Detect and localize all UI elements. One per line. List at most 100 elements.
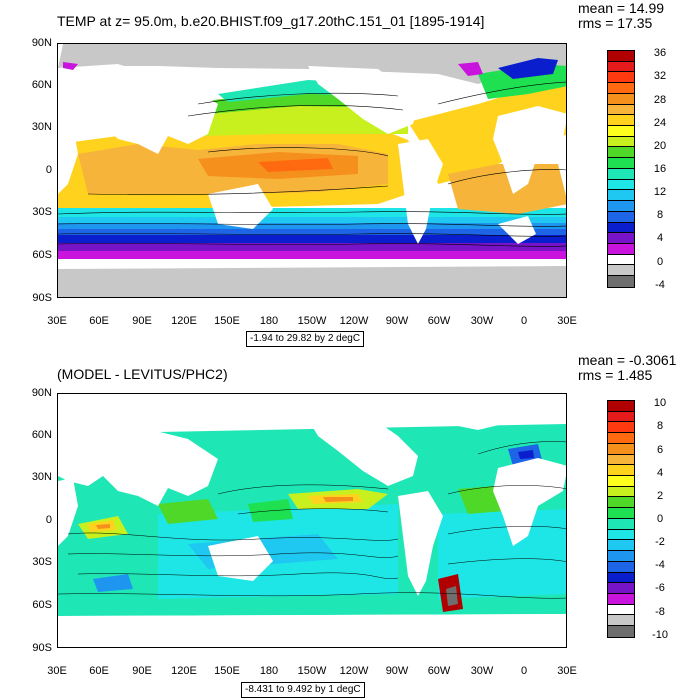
colorbar-swatch — [608, 401, 634, 412]
lon-label: 150E — [214, 665, 240, 677]
lon-label: 60E — [89, 665, 109, 677]
lon-label: 150W — [297, 665, 327, 677]
colorbar-label: 32 — [653, 70, 667, 82]
colorbar-swatch — [608, 433, 634, 444]
colorbar-swatch — [608, 583, 634, 594]
colorbar-swatch — [608, 540, 634, 552]
colorbar-swatch — [608, 61, 634, 73]
lon-label: 30W — [470, 665, 494, 677]
colorbar-swatch — [608, 233, 634, 244]
colorbar-swatch — [608, 572, 634, 584]
colorbar-swatch — [608, 476, 634, 487]
lat-label: 60S — [32, 249, 52, 261]
lat-label: 0 — [45, 514, 52, 526]
lat-label: 60S — [32, 599, 52, 611]
colorbar-label: 4 — [656, 467, 664, 479]
colorbar-label: 0 — [656, 256, 664, 268]
rms-label: rms = 1.485 — [578, 367, 653, 383]
colorbar-label: 12 — [653, 186, 667, 198]
colorbar-label: 2 — [656, 490, 664, 502]
colorbar-label: -4 — [655, 279, 665, 291]
colorbar-swatch — [608, 465, 634, 477]
colorbar-swatch — [608, 158, 634, 169]
range-label: -8.431 to 9.492 by 1 degC — [241, 682, 365, 698]
colorbar-swatch — [608, 201, 634, 212]
colorbar-swatch — [608, 265, 634, 277]
colorbar-swatch — [608, 190, 634, 202]
lon-label: 0 — [520, 315, 528, 327]
colorbar-swatch — [608, 243, 634, 255]
lat-label: 90N — [31, 37, 52, 49]
colorbar-label: 10 — [653, 397, 667, 409]
colorbar-swatch — [608, 72, 634, 84]
colorbar-label: -8 — [655, 606, 665, 618]
colorbar-swatch — [608, 104, 634, 116]
colorbar-swatch — [608, 593, 634, 605]
lat-label: 90N — [31, 387, 52, 399]
lat-label: 90S — [32, 642, 52, 654]
colorbar-label: -6 — [655, 582, 665, 594]
colorbar-swatch — [608, 83, 634, 94]
lat-label: 30N — [31, 121, 52, 133]
colorbar-swatch — [608, 486, 634, 498]
colorbar-swatch — [608, 604, 634, 616]
lon-label: 30E — [557, 665, 577, 677]
colorbar-swatch — [608, 254, 634, 266]
colorbar-swatch — [608, 147, 634, 159]
lon-label: 120W — [339, 315, 369, 327]
mean-label: mean = -0.3061 — [578, 352, 677, 368]
colorbar-swatch — [608, 454, 634, 466]
panel-model-minus-levitus: (MODEL - LEVITUS/PHC2) mean = -0.3061 rm… — [0, 350, 700, 700]
colorbar-swatch — [608, 211, 634, 223]
colorbar-label: -2 — [655, 536, 665, 548]
colorbar — [607, 50, 635, 288]
difference-map — [57, 393, 567, 648]
temperature-map — [57, 43, 567, 298]
colorbar-swatch — [608, 168, 634, 180]
colorbar-swatch — [608, 276, 634, 287]
panel-title: (MODEL - LEVITUS/PHC2) — [57, 366, 228, 382]
colorbar-label: 24 — [653, 117, 667, 129]
colorbar-swatch — [608, 136, 634, 148]
lon-label: 60W — [427, 665, 451, 677]
colorbar-swatch — [608, 443, 634, 455]
lon-label: 30E — [47, 315, 67, 327]
colorbar-label: 4 — [656, 232, 664, 244]
lon-label: 180 — [259, 665, 279, 677]
colorbar-label: 36 — [653, 47, 667, 59]
colorbar — [607, 400, 635, 638]
panel-title: TEMP at z= 95.0m, b.e20.BHIST.f09_g17.20… — [57, 13, 485, 29]
panel-temperature: TEMP at z= 95.0m, b.e20.BHIST.f09_g17.20… — [31, 1, 667, 347]
lon-label: 30E — [47, 665, 67, 677]
lon-label: 180 — [259, 315, 279, 327]
lat-label: 30S — [32, 206, 52, 218]
colorbar-swatch — [608, 626, 634, 637]
lon-label: 60E — [89, 315, 109, 327]
lat-label: 30N — [31, 471, 52, 483]
lon-label: 0 — [520, 665, 528, 677]
lon-label: 90W — [385, 665, 409, 677]
lon-label: 120E — [171, 665, 197, 677]
range-label: -1.94 to 29.82 by 2 degC — [246, 331, 365, 347]
lon-label: 150E — [214, 315, 240, 327]
colorbar-swatch — [608, 93, 634, 105]
colorbar-label: 20 — [653, 140, 667, 152]
lat-label: 0 — [45, 164, 52, 176]
colorbar-label: -10 — [652, 629, 668, 641]
colorbar-swatch — [608, 179, 634, 191]
lon-label: 30E — [557, 315, 577, 327]
colorbar-swatch — [608, 51, 634, 62]
lon-label: 30W — [470, 315, 494, 327]
lon-label: 90E — [132, 315, 152, 327]
lat-label: 60N — [31, 429, 52, 441]
colorbar-label: 8 — [656, 420, 664, 432]
colorbar-label: -4 — [655, 559, 665, 571]
colorbar-swatch — [608, 222, 634, 234]
colorbar-swatch — [608, 126, 634, 137]
colorbar-swatch — [608, 422, 634, 434]
colorbar-swatch — [608, 518, 634, 530]
lon-label: 60W — [427, 315, 451, 327]
colorbar-label: 28 — [653, 94, 667, 106]
colorbar-swatch — [608, 551, 634, 562]
lon-label: 120W — [339, 665, 369, 677]
